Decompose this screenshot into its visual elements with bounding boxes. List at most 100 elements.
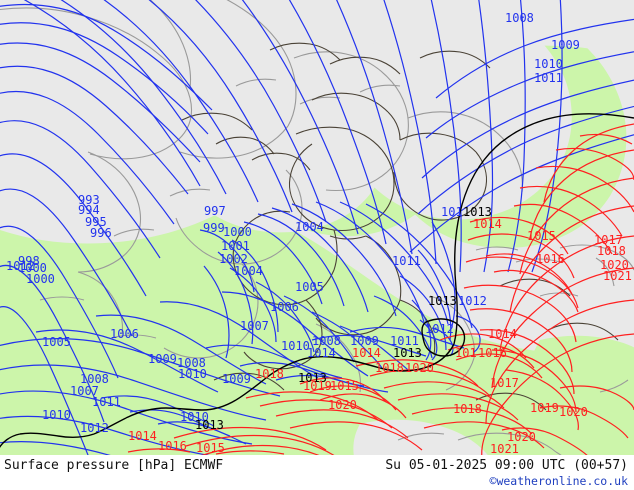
map-footer: Surface pressure [hPa] ECMWF Su 05-01-20… — [0, 455, 634, 490]
isobar-1013 — [235, 377, 267, 401]
isobar-low — [425, 51, 634, 139]
isobar-low — [0, 120, 161, 259]
isobar-low — [431, 221, 456, 327]
isobar-label: 1015 — [527, 229, 556, 243]
country-border — [465, 185, 487, 215]
isobar-low — [0, 225, 119, 379]
isobar-label: 1020 — [600, 258, 629, 272]
isobar-1013 — [57, 433, 95, 439]
isobar-high — [397, 393, 519, 421]
isobar-label: 1007 — [240, 319, 269, 333]
isobar-label: 1016 — [158, 439, 187, 453]
isobar-low — [103, 0, 259, 203]
isobar-1013 — [265, 359, 301, 379]
isobar-low — [339, 201, 449, 325]
country-border — [459, 51, 491, 69]
isobar-label: 1020 — [507, 430, 536, 444]
isobar-low — [229, 267, 277, 343]
isobar-1013 — [299, 355, 341, 361]
country-border — [253, 373, 285, 391]
isobar-high — [485, 299, 634, 425]
isobar-low — [101, 395, 215, 427]
coastline — [555, 451, 562, 455]
isobar-label: 1014 — [488, 327, 517, 341]
isobar-1013 — [125, 407, 167, 419]
coastline — [457, 432, 557, 453]
isobar-high — [501, 427, 588, 455]
isobar-low — [0, 441, 111, 455]
country-border — [311, 92, 389, 113]
isobar-high — [519, 177, 634, 275]
isobar-label: 1014 — [307, 346, 336, 360]
country-border — [419, 50, 461, 59]
isobar-low — [507, 0, 526, 273]
isobar-label: 1005 — [295, 280, 324, 294]
isobar-label: 1012 — [458, 294, 487, 308]
isobar-label-layer: 1008100910101011993994995996997999100010… — [6, 11, 632, 455]
isobar-low — [271, 207, 369, 313]
coastline — [179, 125, 289, 159]
isobar-low — [0, 390, 253, 445]
isobar-low — [0, 153, 147, 297]
isobar-low — [217, 251, 254, 345]
isobar-label: 1008 — [177, 356, 206, 370]
isobar-1013 — [165, 407, 203, 411]
isobar-low — [95, 314, 267, 385]
isobar-high — [411, 407, 533, 435]
isobar-label: 1013 — [393, 346, 422, 360]
isobar-label: 999 — [203, 221, 225, 235]
isobar-standard-layer — [0, 113, 634, 448]
country-border — [475, 151, 488, 187]
isobar-high — [509, 205, 634, 313]
isobar-1013 — [379, 343, 455, 372]
isobar-label: 1019 — [530, 401, 559, 415]
isobar-1013 — [0, 433, 21, 448]
isobar-low — [157, 421, 247, 445]
isobar-label: 1013 — [195, 418, 224, 432]
isobar-low — [349, 326, 465, 349]
coastline — [111, 334, 157, 339]
pressure-map[interactable]: 1008 1009 1010 1011 993 994 995 996 997 999 1000 10… — [0, 0, 634, 455]
isobar-low — [417, 105, 634, 215]
isobar-high — [455, 353, 543, 379]
coastline — [397, 432, 445, 441]
coastline — [226, 0, 297, 127]
country-border — [399, 195, 429, 219]
isobar-high — [481, 333, 634, 455]
isobar-label: 1015 — [196, 441, 225, 455]
isobar-label: 1016 — [478, 346, 507, 360]
isobar-high — [467, 233, 575, 279]
isobar-label: 1018 — [255, 367, 284, 381]
isobar-label: 1000 — [223, 225, 252, 239]
country-border — [333, 229, 338, 271]
map-canvas[interactable]: 1008100910101011993994995996997999100010… — [0, 0, 634, 455]
country-border — [377, 299, 401, 329]
country-border — [381, 149, 395, 185]
isobar-label: 998 — [18, 254, 40, 268]
country-border — [213, 372, 255, 381]
country-border — [181, 112, 223, 121]
isobar-label: 1011 — [390, 334, 419, 348]
country-border — [369, 57, 401, 75]
isobar-label: 1012 — [6, 259, 35, 273]
country-border — [305, 269, 335, 301]
isobar-high — [423, 421, 545, 449]
isobar-low — [0, 364, 267, 421]
isobar-high — [215, 450, 285, 455]
isobar-label: 1016 — [536, 252, 565, 266]
isobar-label: 1018 — [375, 361, 404, 375]
copyright-notice: ©weatheronline.co.uk — [489, 474, 628, 488]
isobar-high — [185, 434, 335, 455]
isobar-label: 1012 — [425, 322, 454, 336]
isobar-high — [259, 399, 393, 429]
isobar-high — [383, 381, 505, 409]
isobar-low — [288, 0, 387, 245]
isobar-low — [478, 0, 494, 273]
country-border — [271, 361, 307, 370]
isobar-label: 1010 — [180, 410, 209, 424]
isobar-label: 1021 — [603, 269, 632, 283]
isobar-low — [411, 299, 432, 361]
isobar-label: 1014 — [473, 217, 502, 231]
isobar-low — [283, 295, 355, 363]
